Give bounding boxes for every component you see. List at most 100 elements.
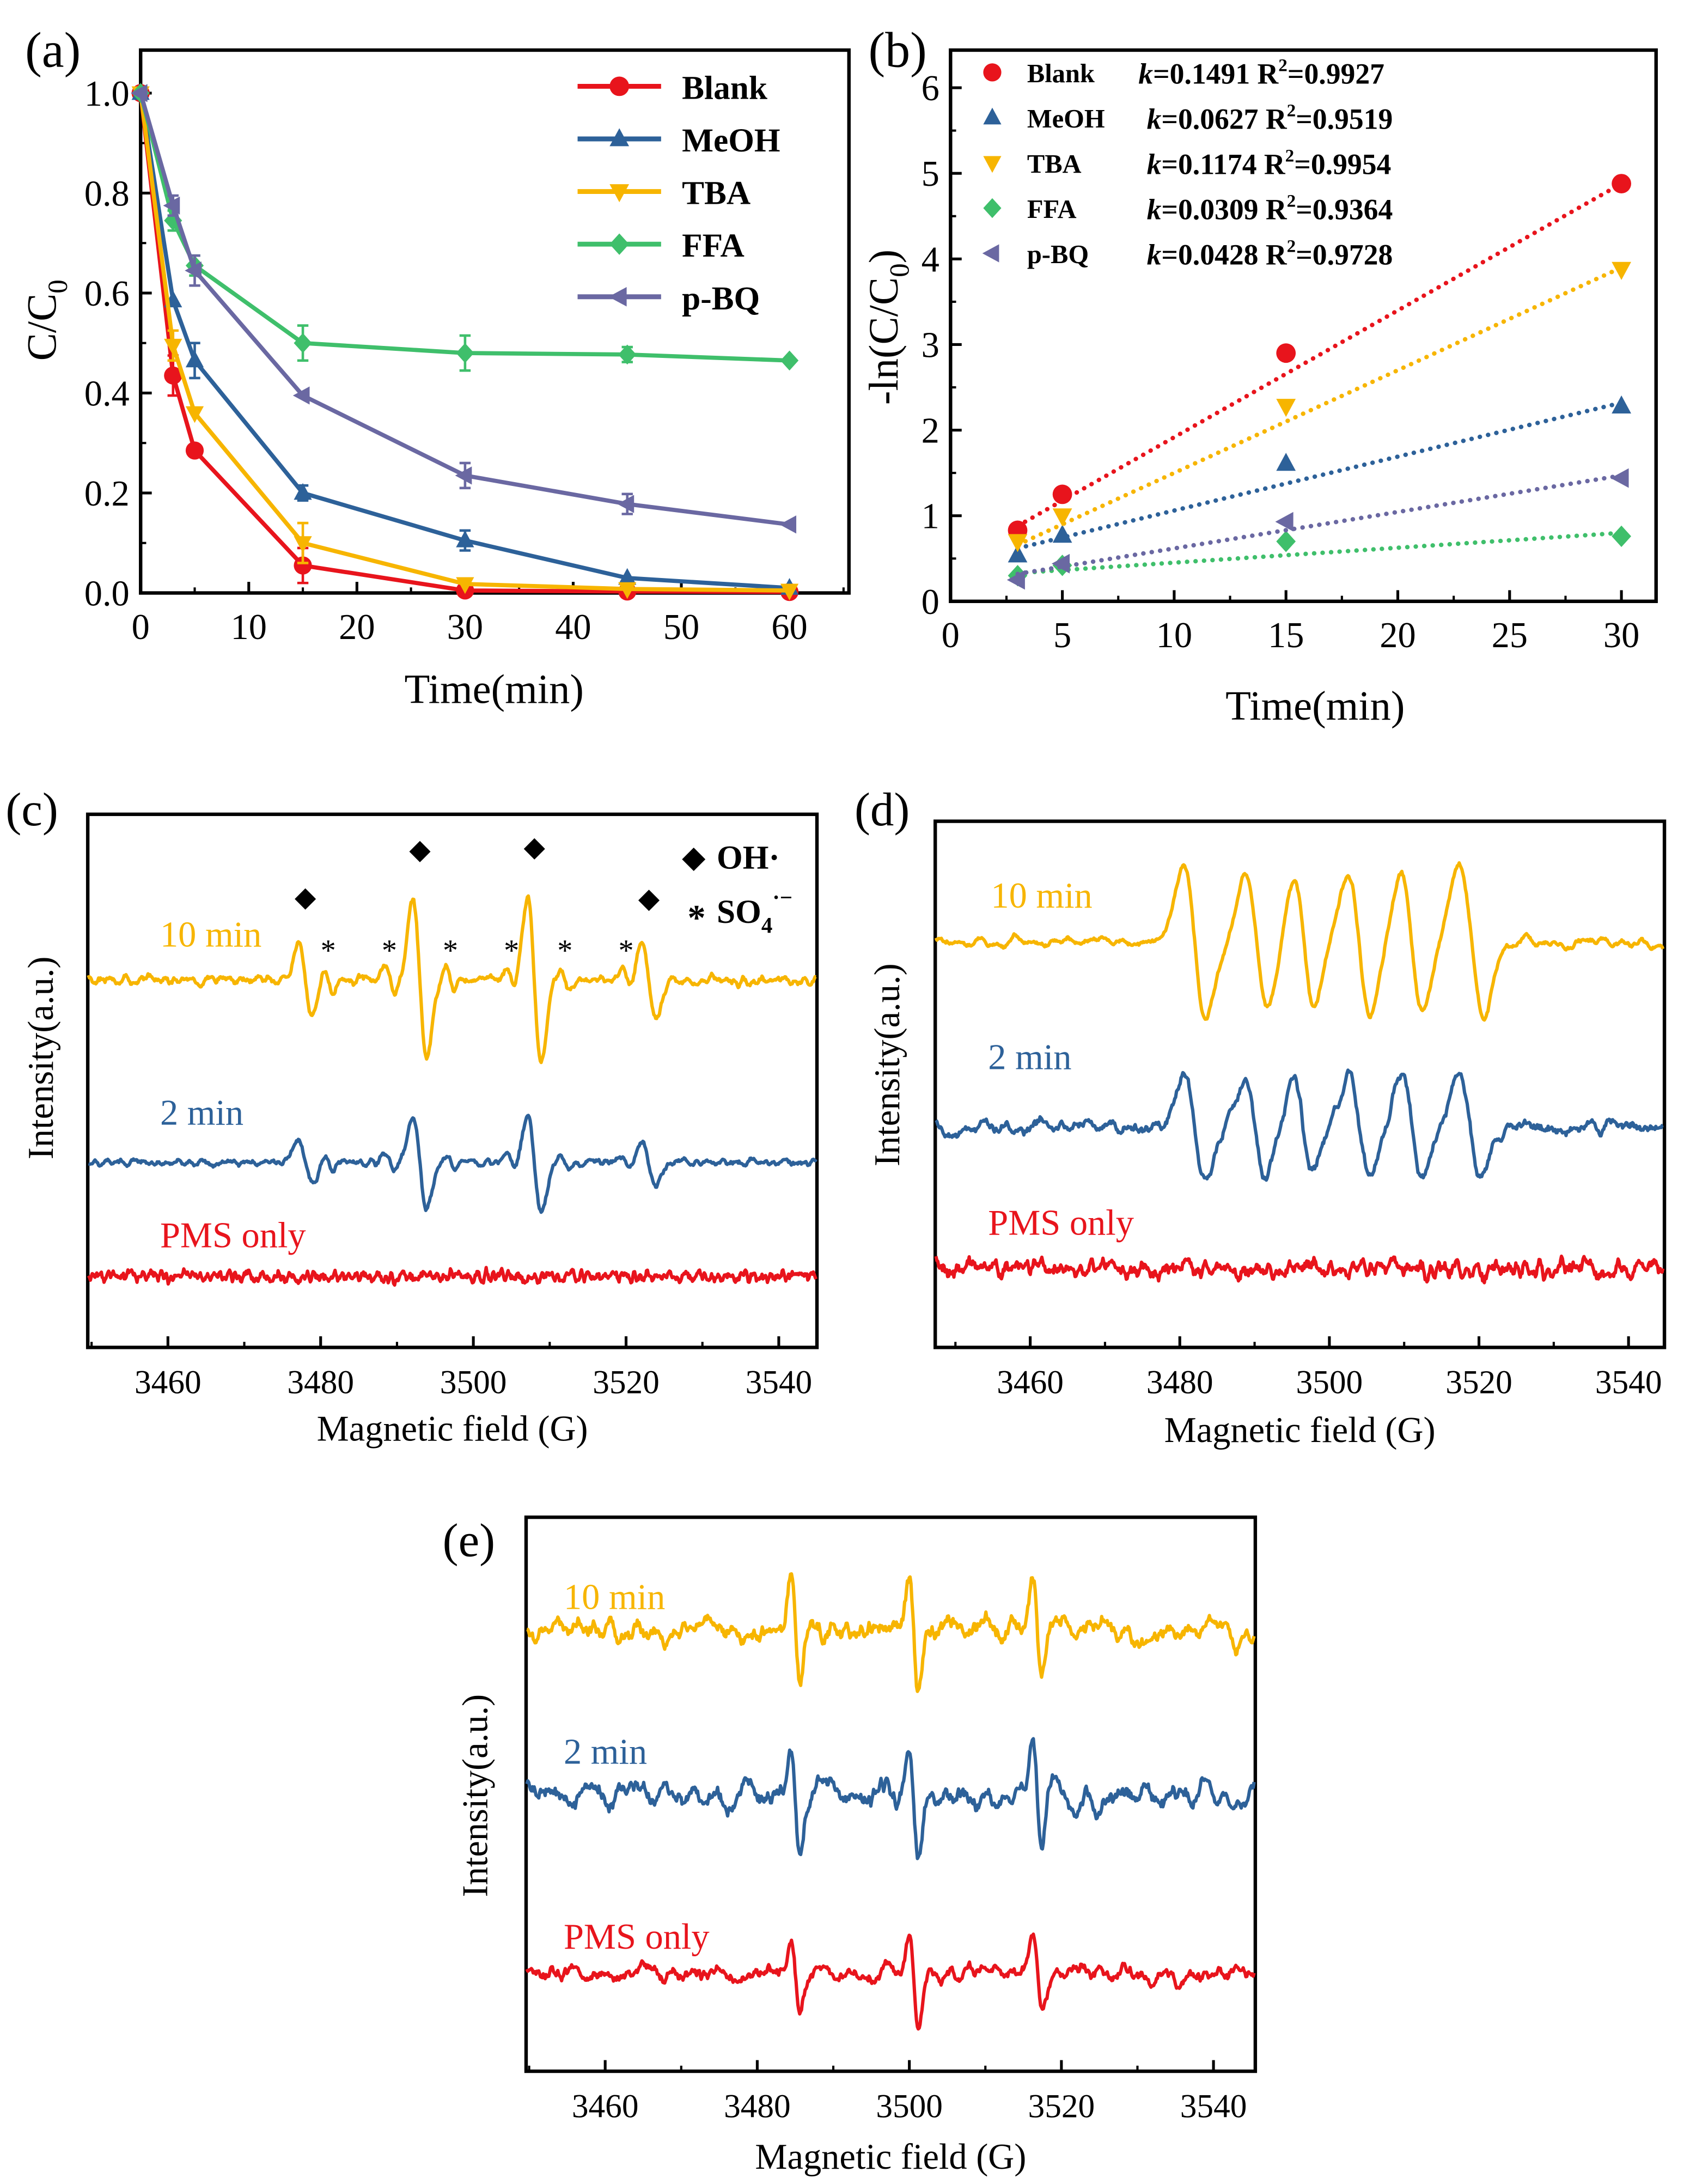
x-tick-label: 3540	[1180, 2088, 1247, 2125]
spectrum-PMS-only	[525, 1932, 1256, 2031]
trace-label-d-pms: PMS only	[988, 1203, 1134, 1243]
series-TBA	[131, 86, 799, 601]
trace-label-e-pms: PMS only	[564, 1917, 710, 1957]
y-axis-title-b: -ln(C/C0)	[861, 250, 915, 405]
legend-so4-label: SO4·−	[717, 885, 792, 938]
legend-oh-symbol: ◆	[682, 841, 706, 874]
fit-line	[1015, 181, 1624, 528]
x-tick-label: 3500	[440, 1364, 507, 1401]
r2-value: =0.9954	[1294, 148, 1391, 180]
y-tick-label: 6	[922, 69, 939, 108]
r-squared-sup: 2	[1287, 100, 1296, 120]
legend-fit-text: k=0.0309 R2=0.9364	[1147, 191, 1393, 226]
x-tick-label: 30	[1603, 616, 1639, 655]
spectrum-PMS-only	[934, 1254, 1665, 1285]
r-squared-sup: 2	[1278, 55, 1288, 75]
spectrum-PMS-only	[87, 1266, 818, 1287]
triangle-left-marker	[1006, 570, 1025, 590]
y-tick-label: 0.0	[84, 574, 130, 613]
y-tick-label: 0.2	[84, 474, 130, 514]
k-value: =0.1174 R	[1161, 148, 1286, 180]
legend-so4-symbol: *	[687, 898, 705, 938]
x-tick-label: 0	[942, 616, 960, 655]
triangle-up-marker	[618, 568, 637, 585]
series-p-BQ	[1006, 468, 1629, 590]
triangle-left-marker	[982, 244, 999, 263]
panel-label-c: (c)	[5, 783, 58, 836]
trace-label-c-10min: 10 min	[160, 915, 261, 954]
triangle-up-marker	[1612, 395, 1631, 414]
spectrum-10-min	[934, 861, 1665, 1022]
x-tick-label: 3480	[287, 1364, 354, 1401]
x-tick-label: 20	[1380, 616, 1415, 655]
y-tick-label: 4	[922, 240, 939, 279]
y-axis-title-e: Intensity(a.u.)	[455, 1694, 495, 1897]
x-tick-label: 3460	[997, 1364, 1064, 1401]
k-value: =0.1491 R	[1153, 57, 1279, 90]
plot-layer: 0 10 20 30 40 50 600.00.20.40.60.81.0 BlankMeOH…	[84, 48, 1667, 2125]
legend-label: TBA	[1027, 150, 1082, 179]
k-symbol: k	[1138, 57, 1153, 90]
spectrum-2-min	[525, 1737, 1256, 1860]
circle-marker	[609, 76, 630, 96]
so4-peak-marker: *	[443, 934, 458, 968]
y-tick-label: 0.8	[84, 174, 130, 214]
r-squared-sup: 2	[1287, 236, 1296, 256]
legend-label: TBA	[682, 175, 751, 212]
x-tick-label: 20	[339, 607, 375, 647]
triangle-down-marker	[1008, 534, 1028, 552]
x-tick-label: 3540	[1595, 1364, 1662, 1401]
y-tick-label: 2	[922, 411, 939, 451]
series-MeOH	[1008, 395, 1631, 563]
so4-peak-marker: *	[557, 934, 572, 968]
plot-frame	[524, 1515, 1258, 2073]
trace-label-e-2min: 2 min	[564, 1732, 647, 1772]
x-tick-label: 25	[1492, 616, 1528, 655]
axes-3: 3460 3480 3500 3520 3540	[933, 819, 1667, 1401]
x-tick-label: 40	[555, 607, 591, 647]
plot-frame	[933, 819, 1667, 1349]
legend-label: FFA	[682, 227, 745, 264]
r-squared-sup: 2	[1287, 191, 1296, 211]
k-symbol: k	[1147, 238, 1162, 271]
y-axis-title-b-main: -ln(C/C	[861, 277, 907, 405]
legend-label: Blank	[1027, 59, 1095, 88]
triangle-down-marker	[1612, 261, 1631, 280]
triangle-up-marker	[609, 128, 630, 147]
circle-marker	[294, 556, 312, 575]
legend-oh-label: OH·	[717, 839, 780, 876]
axes-2: 3460 3480 3500 3520 3540◆◆ ◆◆* * * * * *	[86, 812, 819, 1401]
oh-peak-marker: ◆	[409, 835, 431, 866]
spectrum-10-min	[87, 894, 817, 1064]
r2-value: =0.9927	[1288, 57, 1384, 90]
oh-peak-marker: ◆	[524, 831, 546, 862]
y-axis-title-a-sub: 0	[42, 279, 74, 294]
x-tick-label: 3500	[1296, 1364, 1363, 1401]
y-axis-title-a-main: C/C	[19, 294, 65, 361]
k-value: =0.0309 R	[1161, 193, 1287, 226]
axes-4: 3460 3480 3500 3520 3540	[524, 1515, 1258, 2125]
circle-marker	[185, 441, 204, 460]
circle-marker	[1612, 174, 1631, 193]
triangle-down-marker	[1276, 399, 1296, 417]
y-axis-title-b-tail: )	[861, 250, 907, 264]
oh-peak-marker: ◆	[295, 881, 316, 912]
series-TBA	[1008, 261, 1631, 552]
x-tick-label: 3460	[572, 2088, 639, 2125]
legend-fit-text: k=0.0627 R2=0.9519	[1147, 100, 1393, 135]
triangle-left-marker	[617, 495, 634, 513]
legend-so4-main: SO	[717, 893, 761, 930]
triangle-up-marker	[1052, 525, 1072, 543]
fit-line	[1015, 265, 1624, 547]
x-tick-label: 5	[1053, 616, 1071, 655]
triangle-left-marker	[608, 287, 627, 307]
triangle-up-marker	[1276, 453, 1296, 471]
legend-so4-sup: ·−	[772, 885, 792, 910]
triangle-left-marker	[130, 84, 148, 102]
axes-0: 0 10 20 30 40 50 60 0.0 0.2 0.4 0.6 0.8 1.0 Blank MeOH…	[84, 48, 851, 647]
y-tick-label: 3	[922, 325, 939, 365]
x-axis-title-b: Time(min)	[1225, 683, 1405, 729]
circle-marker	[164, 366, 182, 385]
triangle-up-marker	[1008, 544, 1028, 563]
k-symbol: k	[1147, 193, 1162, 226]
